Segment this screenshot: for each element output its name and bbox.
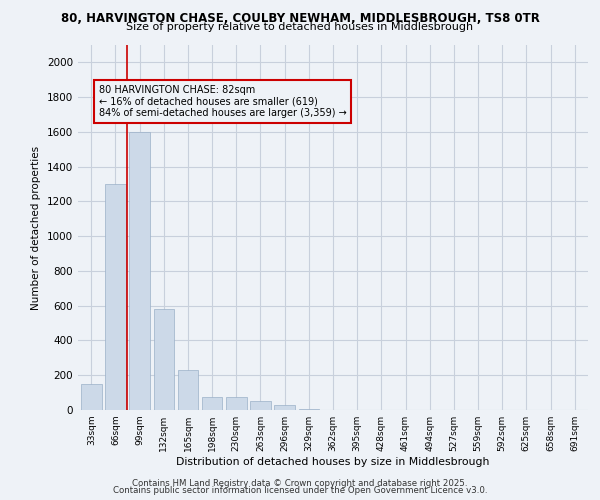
Bar [105, 184, 126, 410]
Text: 80, HARVINGTON CHASE, COULBY NEWHAM, MIDDLESBROUGH, TS8 0TR: 80, HARVINGTON CHASE, COULBY NEWHAM, MID… [61, 12, 539, 26]
Text: Size of property relative to detached houses in Middlesbrough: Size of property relative to detached ho… [127, 22, 473, 32]
Bar [154, 309, 174, 410]
Bar [274, 405, 295, 410]
Text: Contains public sector information licensed under the Open Government Licence v3: Contains public sector information licen… [113, 486, 487, 495]
Bar [130, 132, 150, 410]
Bar [250, 402, 271, 410]
Text: 80 HARVINGTON CHASE: 82sqm
← 16% of detached houses are smaller (619)
84% of sem: 80 HARVINGTON CHASE: 82sqm ← 16% of deta… [98, 85, 346, 118]
Bar [299, 408, 319, 410]
Bar [226, 397, 247, 410]
X-axis label: Distribution of detached houses by size in Middlesbrough: Distribution of detached houses by size … [176, 457, 490, 467]
Bar [178, 370, 198, 410]
Bar [202, 397, 223, 410]
Text: Contains HM Land Registry data © Crown copyright and database right 2025.: Contains HM Land Registry data © Crown c… [132, 478, 468, 488]
Y-axis label: Number of detached properties: Number of detached properties [31, 146, 41, 310]
Bar [81, 384, 101, 410]
